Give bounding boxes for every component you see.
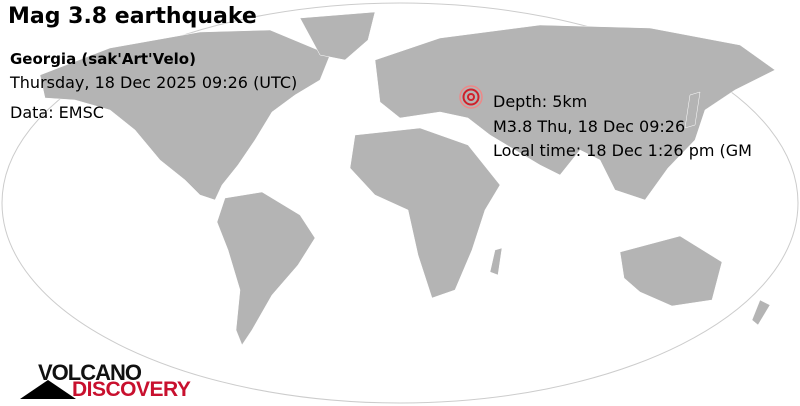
data-source-label: Data: EMSC <box>10 103 104 122</box>
japan <box>684 91 701 129</box>
new-zealand <box>751 299 771 326</box>
north-america <box>39 29 331 201</box>
greenland <box>299 11 376 61</box>
datetime-label: Thursday, 18 Dec 2025 09:26 (UTC) <box>10 73 298 92</box>
africa <box>349 127 501 299</box>
region-label: Georgia (sak'Art'Velo) <box>10 50 196 68</box>
magnitude-time-label: M3.8 Thu, 18 Dec 09:26 <box>493 117 686 136</box>
epicenter-target-icon[interactable] <box>459 85 483 109</box>
logo-line2: DISCOVERY <box>72 378 191 401</box>
madagascar <box>489 247 503 276</box>
australia <box>619 235 723 307</box>
depth-label: Depth: 5km <box>493 92 588 111</box>
local-time-label: Local time: 18 Dec 1:26 pm (GM <box>493 141 752 160</box>
volcanodiscovery-logo: VOLCANO DISCOVERY <box>20 360 191 402</box>
eurasia <box>374 24 776 201</box>
south-america <box>216 191 316 346</box>
logo-line1: VOLCANO <box>38 360 142 385</box>
page-title: Mag 3.8 earthquake <box>8 4 257 29</box>
volcano-icon <box>20 380 76 399</box>
